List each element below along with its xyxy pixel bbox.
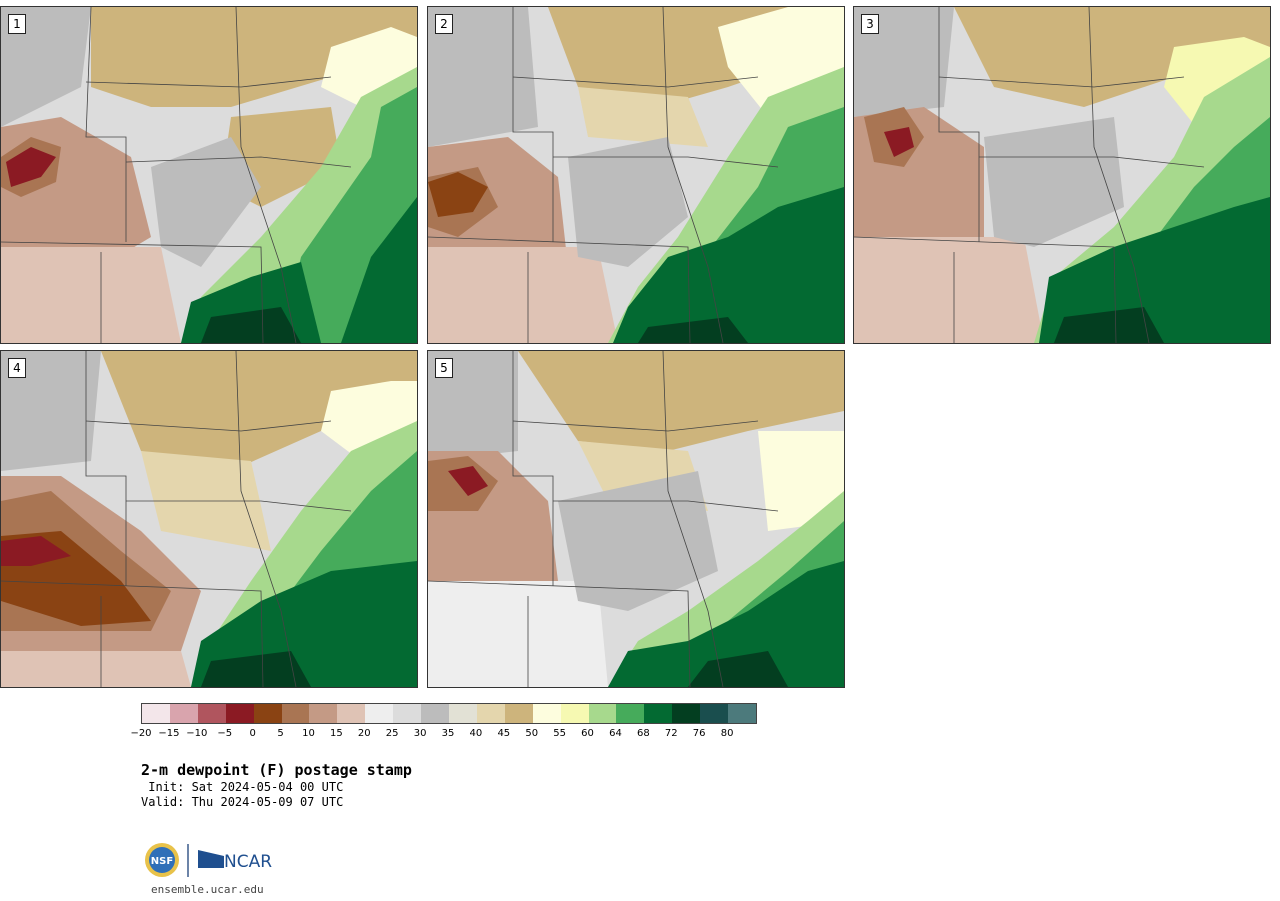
nsf-logo-text: NSF (151, 856, 173, 867)
colorbar-segment (448, 704, 477, 723)
colorbar-tick-label: 76 (692, 728, 706, 739)
dewpoint-map-4 (1, 351, 417, 687)
colorbar-segment (365, 704, 394, 723)
colorbar-segment (421, 704, 449, 723)
logos: NSF NCAR (145, 843, 272, 877)
plot-title: 2-m dewpoint (F) postage stamp (141, 761, 412, 779)
colorbar-segment (476, 704, 505, 723)
valid-time: Valid: Thu 2024-05-09 07 UTC (141, 795, 344, 809)
panel-label-4: 4 (8, 358, 26, 378)
dewpoint-map-3 (854, 7, 1270, 343)
dewpoint-map-5 (428, 351, 844, 687)
panel-label-2: 2 (435, 14, 453, 34)
colorbar-tick-label: 45 (497, 728, 511, 739)
map-panel-5: 5 (427, 350, 845, 688)
map-panel-2: 2 (427, 6, 845, 344)
colorbar-segment (142, 704, 170, 723)
map-panel-3: 3 (853, 6, 1271, 344)
colorbar-tick-label: 80 (720, 728, 734, 739)
colorbar-tick-label: 35 (441, 728, 455, 739)
colorbar-segment (700, 704, 729, 723)
colorbar-segment (197, 704, 226, 723)
site-url: ensemble.ucar.edu (151, 883, 264, 896)
init-time: Init: Sat 2024-05-04 00 UTC (141, 780, 344, 794)
colorbar-segment (253, 704, 282, 723)
ncar-logo-icon: NCAR (198, 850, 272, 872)
colorbar-tick-label: −10 (186, 728, 208, 739)
colorbar-segment (281, 704, 310, 723)
colorbar-tick-label: 0 (249, 728, 256, 739)
colorbar-ticks: −20 −15 −10 −5 0 5 10 15 20 25 30 35 40 45 50 55 60 64 68 7… (130, 728, 755, 742)
colorbar-tick-label: 25 (385, 728, 399, 739)
colorbar-segment (337, 704, 366, 723)
map-panel-4: 4 (0, 350, 418, 688)
colorbar-segment (309, 704, 338, 723)
colorbar-segment (532, 704, 561, 723)
panel-label-5: 5 (435, 358, 453, 378)
colorbar-segment (644, 704, 673, 723)
colorbar-segment (225, 704, 254, 723)
colorbar-tick-label: 72 (664, 728, 678, 739)
colorbar-tick-label: 15 (329, 728, 343, 739)
colorbar-tick-label: 5 (277, 728, 284, 739)
colorbar-tick-label: 68 (636, 728, 650, 739)
colorbar-segment (169, 704, 198, 723)
colorbar-tick-label: −5 (217, 728, 233, 739)
colorbar-tick-label: 40 (469, 728, 483, 739)
colorbar-tick-label: 10 (302, 728, 315, 739)
colorbar-segment (672, 704, 701, 723)
dewpoint-map-2 (428, 7, 844, 343)
colorbar (141, 703, 757, 724)
ncar-logo-text: NCAR (224, 852, 272, 872)
colorbar-tick-label: 64 (609, 728, 622, 739)
colorbar-tick-label: 20 (357, 728, 371, 739)
colorbar-tick-label: −20 (130, 728, 152, 739)
colorbar-segment (504, 704, 533, 723)
colorbar-tick-label: −15 (158, 728, 180, 739)
nsf-logo-icon: NSF (145, 843, 179, 877)
colorbar-tick-label: 55 (553, 728, 566, 739)
dewpoint-map-1 (1, 7, 417, 343)
colorbar-segment (560, 704, 589, 723)
colorbar-segment (616, 704, 645, 723)
map-panel-1: 1 (0, 6, 418, 344)
panel-label-1: 1 (8, 14, 26, 34)
colorbar-tick-label: 30 (413, 728, 427, 739)
colorbar-tick-label: 60 (581, 728, 594, 739)
colorbar-segment (393, 704, 422, 723)
colorbar-segment (728, 704, 756, 723)
colorbar-segment (588, 704, 617, 723)
panel-label-3: 3 (861, 14, 879, 34)
colorbar-tick-label: 50 (525, 728, 539, 739)
